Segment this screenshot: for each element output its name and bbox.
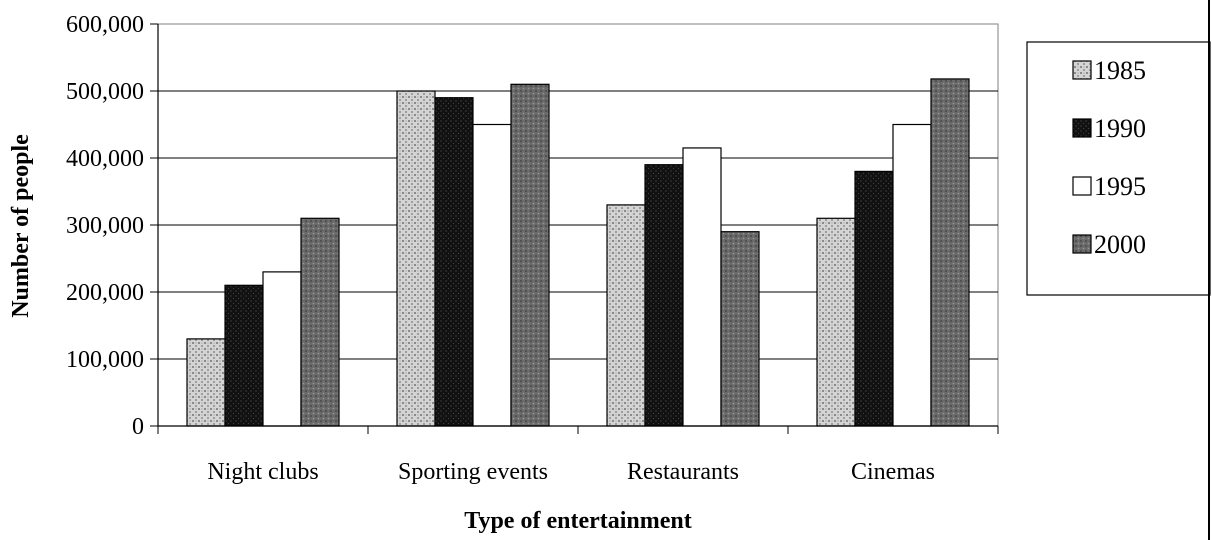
bar-1990-cinemas — [854, 170, 894, 427]
bar-1995-night-clubs — [262, 271, 302, 427]
bar-1985-night-clubs — [186, 338, 226, 427]
x-category-label: Night clubs — [207, 459, 318, 485]
bar-1995-cinemas — [892, 123, 932, 427]
y-tick-label: 100,000 — [66, 347, 144, 373]
y-tick-label: 500,000 — [66, 79, 144, 105]
legend-label-1995: 1995 — [1094, 172, 1146, 201]
bar-1990-night-clubs — [224, 284, 264, 427]
bar-1990-restaurants — [644, 164, 684, 427]
bar-2000-sporting-events — [510, 83, 550, 427]
y-tick-labels: 0 100,000 200,000 300,000 400,000 500,000 600,… — [66, 12, 144, 440]
x-category-labels: Night clubs Sporting events Restaurants Cin… — [207, 459, 935, 485]
bar-2000-cinemas — [930, 78, 970, 427]
x-category-label: Cinemas — [851, 459, 935, 485]
axes — [150, 23, 999, 434]
y-axis-title: Number of people — [8, 134, 34, 318]
bar-1995-restaurants — [682, 147, 722, 427]
legend: 1985 1990 1995 2000 — [1072, 56, 1146, 259]
bar-2000-restaurants — [720, 231, 760, 427]
legend-label-2000: 2000 — [1094, 230, 1146, 259]
bar-2000-night-clubs — [300, 217, 340, 427]
x-axis-title: Type of entertainment — [464, 508, 692, 534]
y-tick-label: 200,000 — [66, 280, 144, 306]
x-category-label: Restaurants — [627, 459, 739, 485]
legend-label-1990: 1990 — [1094, 114, 1146, 143]
legend-swatch-1995 — [1072, 176, 1092, 196]
y-tick-label: 600,000 — [66, 12, 144, 38]
legend-label-1985: 1985 — [1094, 56, 1146, 85]
bar-1990-sporting-events — [434, 97, 474, 427]
legend-swatch-2000 — [1072, 234, 1092, 254]
legend-swatch-1990 — [1072, 118, 1092, 138]
bar-1985-restaurants — [606, 204, 646, 427]
y-tick-label: 0 — [132, 414, 144, 440]
bar-1995-sporting-events — [472, 123, 512, 427]
legend-swatch-1985 — [1072, 60, 1092, 80]
bar-1985-cinemas — [816, 217, 856, 427]
y-tick-label: 400,000 — [66, 146, 144, 172]
legend-box — [1026, 41, 1211, 296]
x-category-label: Sporting events — [398, 459, 548, 485]
bar-1985-sporting-events — [396, 90, 436, 427]
y-tick-label: 300,000 — [66, 213, 144, 239]
bars — [186, 78, 970, 427]
